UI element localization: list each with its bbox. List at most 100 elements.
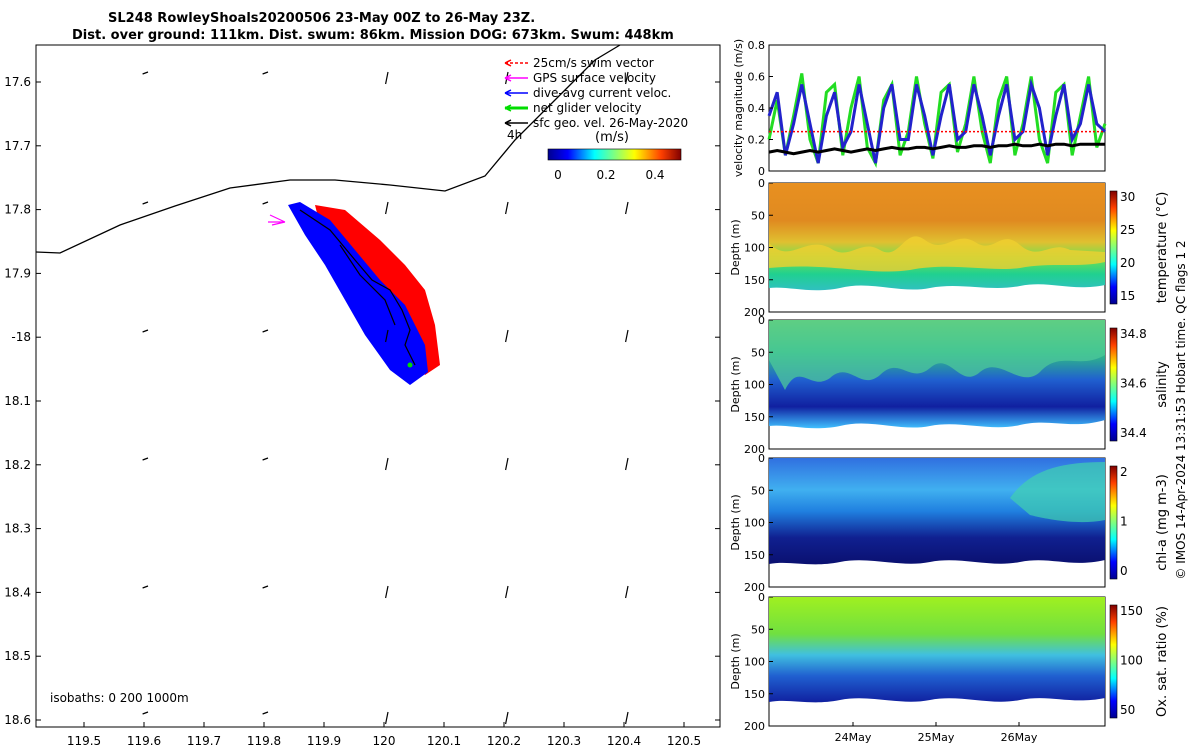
legend-entry: GPS surface velocity — [533, 71, 656, 85]
colorbar-tick: 25 — [1120, 223, 1135, 237]
velocity-y-ticks: 0 0.2 0.4 0.6 0.8 — [748, 39, 773, 178]
thermocline-band — [769, 236, 1105, 272]
colorbar-tick: 34.8 — [1120, 327, 1147, 341]
credit-text: © IMOS 14-Apr-2024 13:31:53 Hobart time.… — [1174, 240, 1188, 579]
depth-ytick: 0 — [758, 591, 765, 604]
depth-ytick: 100 — [744, 656, 765, 669]
velocity-series — [767, 73, 1107, 169]
colorbar-tick: 2 — [1120, 465, 1128, 479]
colorbar-tick: 100 — [1120, 654, 1143, 668]
map-panel: 17.6 17.7 17.8 17.9 -18 18.1 18.2 18.3 18.4 18.5 1… — [4, 44, 721, 748]
section-colorbar — [1109, 327, 1118, 442]
time-x-ticks: 24May 25May 26May — [835, 722, 1038, 744]
lon-tick-label: 120.5 — [667, 734, 701, 748]
depth-ytick: 0 — [758, 177, 765, 190]
lat-tick-label: 18.5 — [4, 649, 31, 663]
depth-ytick: 50 — [751, 346, 765, 359]
geo-velocity-arrow — [142, 201, 149, 205]
lat-tick-label: 17.9 — [4, 266, 31, 280]
depth-ytick: 200 — [744, 443, 765, 456]
velocity-ytick: 0.6 — [748, 71, 766, 84]
isobath-line — [35, 44, 621, 254]
legend-entry: dive-avg current veloc. — [533, 86, 671, 100]
chla-section — [769, 458, 1105, 565]
depth-ytick: 150 — [744, 549, 765, 562]
geo-velocity-arrow — [142, 329, 149, 333]
geo-velocity-arrow — [625, 585, 629, 599]
speed-colorbar: (m/s) 0 0.2 0.4 — [547, 130, 682, 182]
lon-tick-label: 119.6 — [127, 734, 161, 748]
depth-ylabel: Depth (m) — [729, 633, 742, 689]
velocity-ytick: 0.8 — [748, 39, 766, 52]
geo-velocity-arrow — [385, 201, 389, 215]
lat-tick-label: 18.1 — [4, 394, 31, 408]
geo-velocity-arrow — [505, 201, 509, 215]
lon-tick-label: 119.7 — [187, 734, 221, 748]
lat-tick-label: 18.4 — [4, 585, 31, 599]
geo-velocity-arrow — [505, 457, 509, 471]
lat-tick-label: 17.7 — [4, 139, 31, 153]
geo-velocity-arrow — [142, 585, 149, 589]
velocity-panel: 0 0.2 0.4 0.6 0.8 velocity magnitude (m/s) — [732, 39, 1107, 178]
geo-velocity-arrow — [262, 457, 269, 461]
lon-tick-label: 120.2 — [487, 734, 521, 748]
geo-velocity-arrow — [625, 711, 629, 725]
depth-ytick: 100 — [744, 242, 765, 255]
geo-velocity-arrow — [505, 585, 509, 599]
colorbar-tick-1: 0.2 — [596, 168, 615, 182]
time-tick-label: 25May — [918, 731, 955, 744]
lat-tick-label: 18.6 — [4, 713, 31, 727]
gps-velocity-marker — [268, 214, 286, 226]
geo-velocity-arrow — [142, 457, 149, 461]
depth-ytick: 0 — [758, 314, 765, 327]
geo-velocity-arrow — [262, 71, 269, 75]
depth-ytick: 50 — [751, 484, 765, 497]
colorbar-tick: 20 — [1120, 256, 1135, 270]
depth-ytick: 50 — [751, 623, 765, 636]
colorbar-tick: 34.6 — [1120, 377, 1147, 391]
geo-velocity-arrow — [142, 711, 149, 715]
temperature-section — [769, 183, 1105, 291]
depth-ytick: 200 — [744, 581, 765, 594]
glider-track — [299, 209, 416, 366]
depth-ytick: 150 — [744, 688, 765, 701]
colorbar-tick: 30 — [1120, 190, 1135, 204]
lon-tick-label: 119.9 — [307, 734, 341, 748]
depth-ylabel: Depth (m) — [729, 494, 742, 550]
geo-velocity-arrow — [385, 71, 389, 85]
depth-ytick: 100 — [744, 517, 765, 530]
depth-ytick: 0 — [758, 452, 765, 465]
depth-ytick: 50 — [751, 209, 765, 222]
velocity-ylabel: velocity magnitude (m/s) — [732, 39, 745, 177]
colorbar-unit: (m/s) — [595, 130, 629, 145]
legend-entry: net glider velocity — [533, 101, 641, 115]
title-line2: Dist. over ground: 111km. Dist. swum: 86… — [72, 28, 674, 43]
oxygen-section — [769, 597, 1105, 703]
geo-velocity-arrow — [142, 71, 149, 75]
geo-velocity-arrow — [385, 329, 389, 343]
colorbar-tick: 0 — [1120, 564, 1128, 578]
depth-ytick: 150 — [744, 274, 765, 287]
lat-tick-label: 18.3 — [4, 522, 31, 536]
lat-tick-label: 18.2 — [4, 458, 31, 472]
geo-velocity-arrow — [625, 329, 629, 343]
geo-velocity-arrow — [385, 457, 389, 471]
depth-ytick: 200 — [744, 720, 765, 733]
lat-tick-label: 17.6 — [4, 75, 31, 89]
legend-entry: sfc geo. vel. 26-May-2020 — [533, 116, 688, 130]
depth-ytick: 200 — [744, 306, 765, 319]
lon-tick-labels: 119.5 119.6 119.7 119.8 119.9 120 120.1 120.2 12… — [67, 722, 701, 748]
time-tick-label: 24May — [835, 731, 872, 744]
lat-tick-label: 17.8 — [4, 203, 31, 217]
geo-velocity-arrow — [262, 585, 269, 589]
legend-4h: 4h — [507, 128, 522, 142]
title-line1: SL248 RowleyShoals20200506 23-May 00Z to… — [108, 11, 535, 26]
colorbar-label: Ox. sat. ratio (%) — [1155, 606, 1170, 717]
geo-velocity-arrow — [262, 329, 269, 333]
velocity-series-line — [768, 142, 1105, 156]
colorbar-gradient — [547, 148, 682, 161]
geo-velocity-arrow — [262, 201, 269, 205]
velocity-series-line — [767, 78, 1107, 164]
chla-patch — [1010, 462, 1105, 523]
